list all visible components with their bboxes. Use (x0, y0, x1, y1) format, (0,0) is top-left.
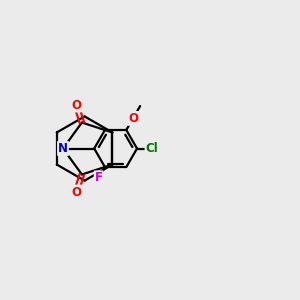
Text: O: O (71, 185, 81, 199)
Text: O: O (71, 98, 81, 112)
Text: Cl: Cl (146, 142, 158, 155)
Text: F: F (95, 171, 103, 184)
Text: O: O (128, 112, 138, 125)
Text: N: N (58, 142, 68, 155)
